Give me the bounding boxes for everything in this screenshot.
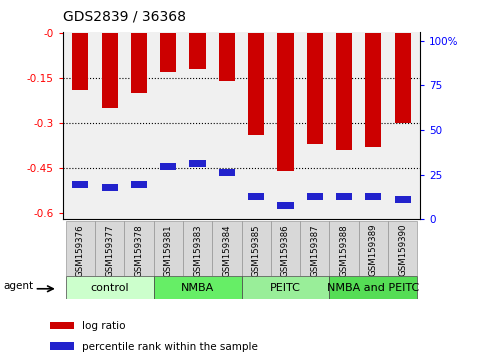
Bar bbox=[101, 33, 118, 108]
FancyBboxPatch shape bbox=[183, 221, 212, 276]
Bar bbox=[189, 160, 206, 167]
FancyBboxPatch shape bbox=[388, 221, 417, 276]
FancyBboxPatch shape bbox=[329, 221, 359, 276]
Bar bbox=[219, 33, 235, 81]
Bar bbox=[395, 33, 411, 124]
Bar bbox=[336, 33, 352, 150]
Bar bbox=[189, 33, 206, 69]
Text: GSM159381: GSM159381 bbox=[164, 224, 173, 276]
Text: GSM159384: GSM159384 bbox=[222, 224, 231, 276]
FancyBboxPatch shape bbox=[66, 276, 154, 299]
Text: NMBA and PEITC: NMBA and PEITC bbox=[327, 282, 419, 293]
Text: GSM159376: GSM159376 bbox=[76, 224, 85, 276]
Text: percentile rank within the sample: percentile rank within the sample bbox=[83, 342, 258, 352]
FancyBboxPatch shape bbox=[300, 221, 329, 276]
Text: GDS2839 / 36368: GDS2839 / 36368 bbox=[63, 9, 186, 23]
FancyBboxPatch shape bbox=[242, 276, 329, 299]
FancyBboxPatch shape bbox=[95, 221, 124, 276]
Text: control: control bbox=[90, 282, 129, 293]
Bar bbox=[101, 184, 118, 191]
Bar bbox=[131, 33, 147, 93]
Bar bbox=[307, 33, 323, 144]
Bar bbox=[395, 196, 411, 203]
FancyBboxPatch shape bbox=[66, 221, 95, 276]
Text: GSM159386: GSM159386 bbox=[281, 224, 290, 276]
Bar bbox=[365, 193, 382, 200]
Text: GSM159387: GSM159387 bbox=[310, 224, 319, 276]
FancyBboxPatch shape bbox=[154, 221, 183, 276]
Bar bbox=[219, 169, 235, 176]
Bar bbox=[50, 322, 74, 329]
FancyBboxPatch shape bbox=[124, 221, 154, 276]
Text: GSM159390: GSM159390 bbox=[398, 224, 407, 276]
FancyBboxPatch shape bbox=[359, 221, 388, 276]
Bar bbox=[277, 202, 294, 209]
Text: GSM159383: GSM159383 bbox=[193, 224, 202, 276]
FancyBboxPatch shape bbox=[329, 276, 417, 299]
Text: GSM159388: GSM159388 bbox=[340, 224, 349, 276]
Bar bbox=[72, 33, 88, 90]
Bar bbox=[248, 193, 264, 200]
FancyBboxPatch shape bbox=[242, 221, 271, 276]
Text: log ratio: log ratio bbox=[83, 321, 126, 331]
FancyBboxPatch shape bbox=[271, 221, 300, 276]
Bar bbox=[50, 342, 74, 350]
Bar bbox=[160, 33, 176, 72]
FancyBboxPatch shape bbox=[154, 276, 242, 299]
Text: agent: agent bbox=[3, 281, 33, 291]
Text: PEITC: PEITC bbox=[270, 282, 301, 293]
Text: GSM159377: GSM159377 bbox=[105, 224, 114, 276]
Text: NMBA: NMBA bbox=[181, 282, 214, 293]
Text: GSM159389: GSM159389 bbox=[369, 224, 378, 276]
Bar bbox=[336, 193, 352, 200]
Bar bbox=[131, 181, 147, 188]
Bar bbox=[307, 193, 323, 200]
Text: GSM159378: GSM159378 bbox=[134, 224, 143, 276]
Bar bbox=[72, 181, 88, 188]
Bar bbox=[160, 163, 176, 170]
FancyBboxPatch shape bbox=[212, 221, 242, 276]
Text: GSM159385: GSM159385 bbox=[252, 224, 261, 276]
Bar bbox=[277, 33, 294, 171]
Bar bbox=[248, 33, 264, 136]
Bar bbox=[365, 33, 382, 147]
